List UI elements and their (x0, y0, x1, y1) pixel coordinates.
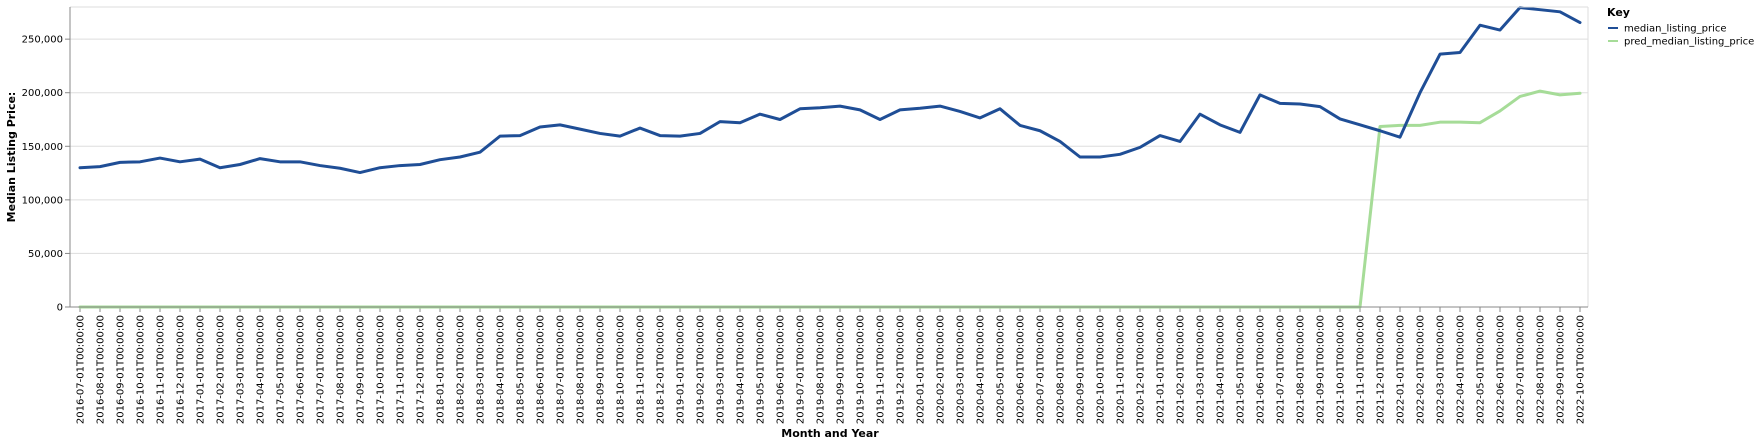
x-tick-label: 2017-12-01T00:00:00 (416, 315, 427, 424)
x-tick-label: 2021-12-01T00:00:00 (1376, 315, 1387, 424)
x-tick-label: 2016-07-01T00:00:00 (76, 315, 87, 424)
x-tick-label: 2022-03-01T00:00:00 (1436, 315, 1447, 424)
x-tick-label: 2020-11-01T00:00:00 (1116, 315, 1127, 424)
x-tick-label: 2017-08-01T00:00:00 (336, 315, 347, 424)
x-tick-label: 2019-03-01T00:00:00 (716, 315, 727, 424)
x-tick-label: 2022-04-01T00:00:00 (1456, 315, 1467, 424)
y-tick-label: 150,000 (22, 142, 63, 153)
x-tick-label: 2021-10-01T00:00:00 (1336, 315, 1347, 424)
x-tick-label: 2016-08-01T00:00:00 (96, 315, 107, 424)
y-axis: 0 50,000 100,000 150,000 200,000 250,000 (22, 35, 70, 314)
grid-lines (70, 38, 1588, 308)
x-tick-label: 2019-12-01T00:00:00 (896, 315, 907, 424)
x-tick-label: 2018-03-01T00:00:00 (476, 315, 487, 424)
x-tick-label: 2021-05-01T00:00:00 (1236, 315, 1247, 424)
x-tick-label: 2021-07-01T00:00:00 (1276, 315, 1287, 424)
x-tick-label: 2018-02-01T00:00:00 (456, 315, 467, 424)
x-tick-label: 2022-02-01T00:00:00 (1416, 315, 1427, 424)
x-tick-label: 2021-08-01T00:00:00 (1296, 315, 1307, 424)
x-tick-label: 2022-06-01T00:00:00 (1496, 315, 1507, 424)
x-tick-label: 2021-11-01T00:00:00 (1356, 315, 1367, 424)
x-tick-label: 2018-11-01T00:00:00 (636, 315, 647, 424)
y-tick-label: 200,000 (22, 88, 63, 99)
x-tick-label: 2018-07-01T00:00:00 (556, 315, 567, 424)
x-tick-label: 2020-03-01T00:00:00 (956, 315, 967, 424)
legend-label: median_listing_price (1624, 24, 1727, 35)
x-tick-label: 2017-09-01T00:00:00 (356, 315, 367, 424)
x-tick-label: 2021-02-01T00:00:00 (1176, 315, 1187, 424)
x-tick-label: 2016-10-01T00:00:00 (136, 315, 147, 424)
y-tick-label: 0 (57, 303, 63, 314)
x-tick-label: 2016-11-01T00:00:00 (156, 315, 167, 424)
x-tick-label: 2018-09-01T00:00:00 (596, 315, 607, 424)
x-tick-label: 2018-08-01T00:00:00 (576, 315, 587, 424)
x-tick-label: 2020-05-01T00:00:00 (996, 315, 1007, 424)
y-tick-label: 100,000 (22, 195, 63, 206)
x-tick-label: 2019-10-01T00:00:00 (856, 315, 867, 424)
x-tick-label: 2020-06-01T00:00:00 (1016, 315, 1027, 424)
x-tick-label: 2020-09-01T00:00:00 (1076, 315, 1087, 424)
x-tick-label: 2017-10-01T00:00:00 (376, 315, 387, 424)
x-tick-label: 2021-06-01T00:00:00 (1256, 315, 1267, 424)
x-tick-label: 2019-06-01T00:00:00 (776, 315, 787, 424)
x-tick-label: 2016-12-01T00:00:00 (176, 315, 187, 424)
x-tick-label: 2019-07-01T00:00:00 (796, 315, 807, 424)
x-tick-label: 2022-01-01T00:00:00 (1396, 315, 1407, 424)
x-tick-label: 2022-09-01T00:00:00 (1556, 315, 1567, 424)
x-tick-label: 2021-01-01T00:00:00 (1156, 315, 1167, 424)
x-tick-label: 2022-08-01T00:00:00 (1536, 315, 1547, 424)
x-tick-label: 2017-04-01T00:00:00 (256, 315, 267, 424)
x-tick-label: 2019-09-01T00:00:00 (836, 315, 847, 424)
x-tick-label: 2017-07-01T00:00:00 (316, 315, 327, 424)
x-tick-label: 2018-10-01T00:00:00 (616, 315, 627, 424)
y-tick-label: 50,000 (28, 249, 63, 260)
x-tick-label: 2017-01-01T00:00:00 (196, 315, 207, 424)
x-tick-label: 2020-04-01T00:00:00 (976, 315, 987, 424)
x-tick-label: 2020-07-01T00:00:00 (1036, 315, 1047, 424)
x-tick-label: 2021-09-01T00:00:00 (1316, 315, 1327, 424)
series-line-median_listing_price (78, 6, 1582, 175)
x-tick-label: 2022-05-01T00:00:00 (1476, 315, 1487, 424)
x-tick-label: 2018-01-01T00:00:00 (436, 315, 447, 424)
x-tick-label: 2020-12-01T00:00:00 (1136, 315, 1147, 424)
x-tick-label: 2021-03-01T00:00:00 (1196, 315, 1207, 424)
x-tick-label: 2020-02-01T00:00:00 (936, 315, 947, 424)
x-tick-label: 2018-06-01T00:00:00 (536, 315, 547, 424)
legend-title: Key (1607, 6, 1630, 19)
x-tick-label: 2016-09-01T00:00:00 (116, 315, 127, 424)
x-tick-label: 2017-03-01T00:00:00 (236, 315, 247, 424)
x-tick-label: 2020-10-01T00:00:00 (1096, 315, 1107, 424)
x-tick-label: 2017-05-01T00:00:00 (276, 315, 287, 424)
x-tick-label: 2019-04-01T00:00:00 (736, 315, 747, 424)
series-lines (78, 6, 1582, 309)
x-tick-label: 2017-11-01T00:00:00 (396, 315, 407, 424)
x-tick-label: 2017-02-01T00:00:00 (216, 315, 227, 424)
x-tick-label: 2018-04-01T00:00:00 (496, 315, 507, 424)
x-tick-label: 2019-05-01T00:00:00 (756, 315, 767, 424)
x-tick-label: 2019-02-01T00:00:00 (696, 315, 707, 424)
x-tick-label: 2018-12-01T00:00:00 (656, 315, 667, 424)
x-tick-label: 2017-06-01T00:00:00 (296, 315, 307, 424)
legend: Key median_listing_price pred_median_list… (1607, 6, 1754, 48)
x-tick-label: 2020-08-01T00:00:00 (1056, 315, 1067, 424)
x-tick-label: 2019-08-01T00:00:00 (816, 315, 827, 424)
x-tick-label: 2020-01-01T00:00:00 (916, 315, 927, 424)
x-tick-label: 2018-05-01T00:00:00 (516, 315, 527, 424)
x-tick-label: 2022-10-01T00:00:00 (1576, 315, 1587, 424)
y-tick-label: 250,000 (22, 35, 63, 46)
y-axis-title: Median Listing Price: (5, 92, 18, 223)
x-tick-label: 2021-04-01T00:00:00 (1216, 315, 1227, 424)
x-axis-title: Month and Year (781, 427, 879, 440)
x-tick-label: 2019-11-01T00:00:00 (876, 315, 887, 424)
x-tick-label: 2022-07-01T00:00:00 (1516, 315, 1527, 424)
legend-label: pred_median_listing_price (1624, 37, 1754, 48)
x-tick-label: 2019-01-01T00:00:00 (676, 315, 687, 424)
x-axis: 2016-07-01T00:00:00 2016-08-01T00:00:00 20… (76, 307, 1587, 424)
plot-frame (69, 6, 1589, 308)
